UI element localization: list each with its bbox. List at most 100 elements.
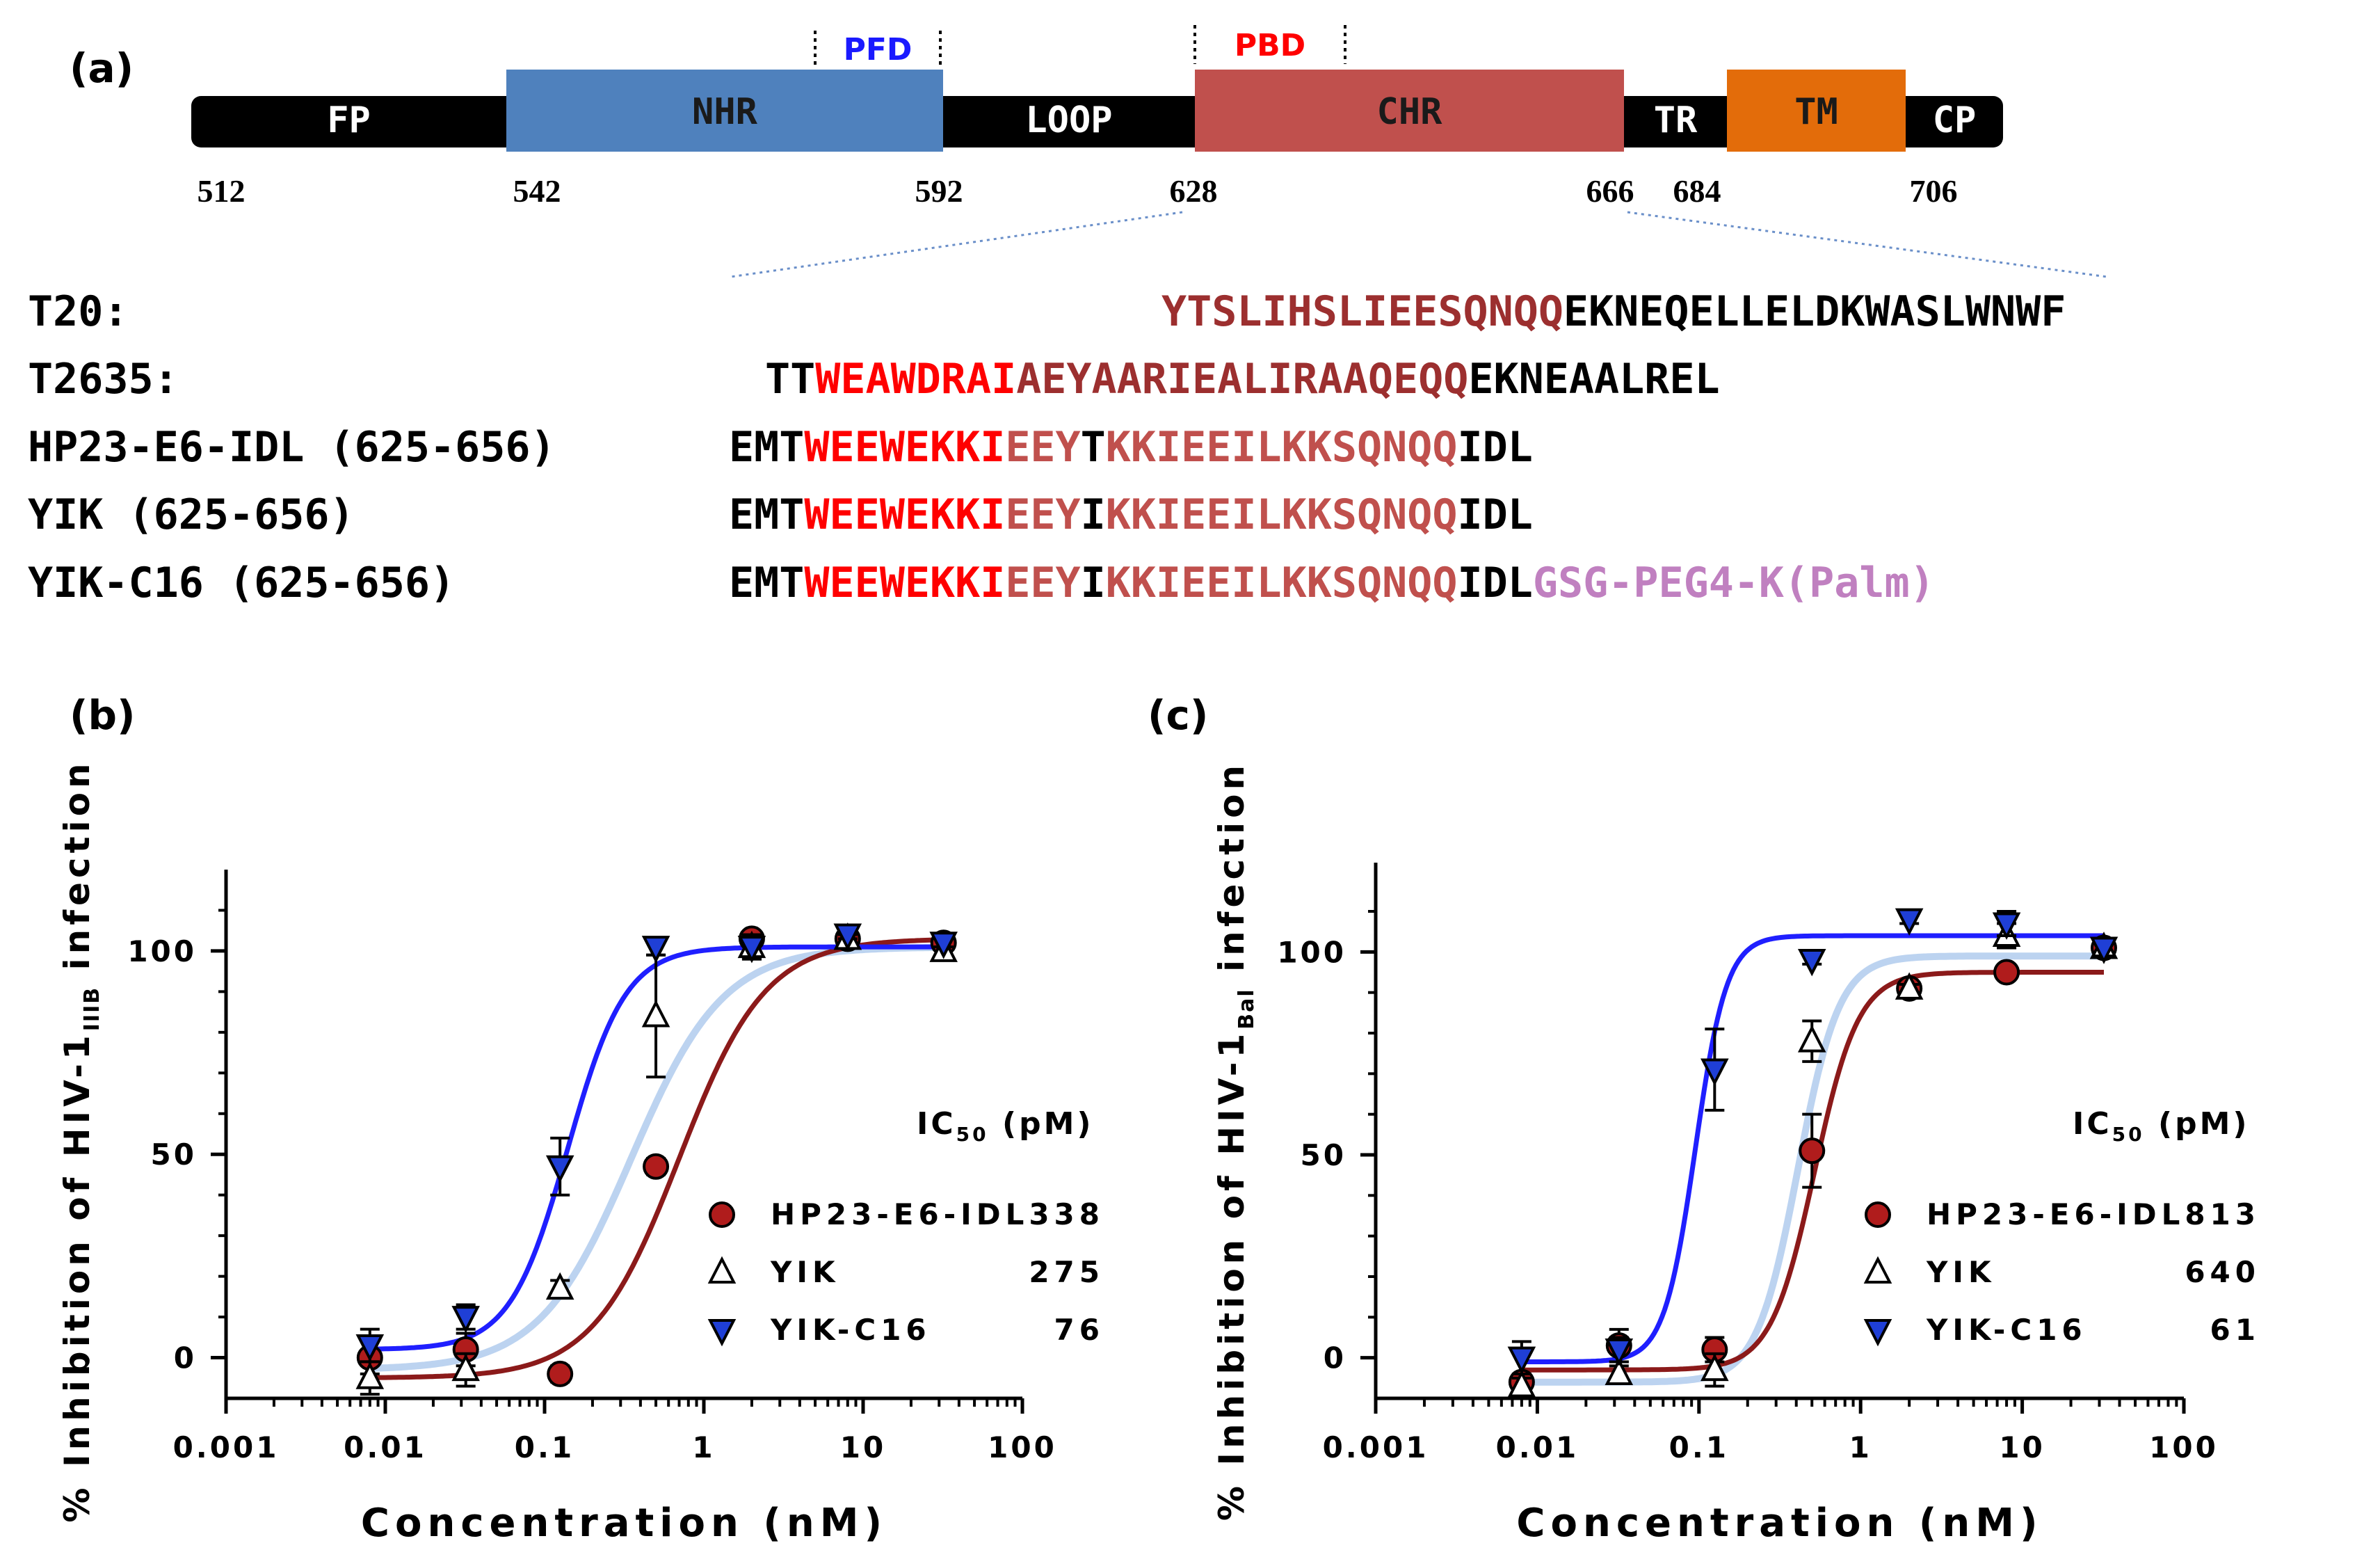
x-tick-label: 1 [692,1430,715,1464]
sequence-segment: T [1081,423,1106,472]
x-tick-label: 0.1 [515,1430,574,1464]
gp41-domain-bar: FP NHR LOOP CHR TR TM CP [191,70,2003,152]
panel-b-label: (b) [70,692,136,739]
sequence-segment: WEEWEKKI [804,423,1005,472]
domain-tm-box [1727,70,1906,152]
data-point-yik [1895,972,1924,1000]
position-label: 666 [1586,173,1634,209]
sequence-name: T2635: [28,355,179,404]
sequence-segment: KKIEEILKKSQNQQ [1106,559,1458,607]
legend-ic50: 640 [2185,1255,2260,1289]
data-point-hp23-e6-idl [1799,1137,1826,1165]
panel-a: (a) PFD PBD FP NHR LOOP CHR TR TM CP 512 542 592… [28,25,2108,607]
sequence-segment: WEEWEKKI [804,490,1005,539]
y-tick-label: 0 [1324,1341,1346,1375]
y-tick-label: 50 [1301,1138,1346,1172]
chart-b: 0.001 0.01 0.1 1 10 100 0 50 100 Concentration (n… [57,759,1104,1546]
y-axis-label: % Inhibition of HIV-1Bal infection [1212,761,1259,1521]
domain-chr-label: CHR [1377,91,1443,133]
sequence-segment: EEY [1005,423,1080,472]
data-point-hp23-e6-idl [643,1153,670,1180]
sequence-segment: EKNEAALREL [1468,355,1719,404]
legend-label: YIK [1926,1255,1996,1289]
position-label: 592 [915,173,963,209]
data-point-yik-c16 [1700,1058,1729,1086]
sequence-segment: GSG-PEG4-K(Palm) [1533,559,1935,607]
expand-line-right [1627,211,2108,278]
data-point-yik-c16 [929,932,958,959]
sequence-segment: EKNEQELLELDKWASLWNWF [1563,287,2066,336]
data-point-yik [451,1353,480,1382]
data-point-yik [1507,1370,1536,1398]
sequence-segment: EMT [729,490,804,539]
domain-tr-label: TR [1654,99,1698,141]
x-tick-label: 0.001 [1323,1430,1429,1464]
domain-nhr-label: NHR [692,91,758,133]
legend-label: HP23-E6-IDL [1927,1197,2185,1231]
sequence-name: T20: [28,287,129,336]
sequence-segment: WEEWEKKI [804,559,1005,607]
domain-tm-label: TM [1794,91,1838,133]
y-tick-label: 100 [1277,935,1346,969]
sequence-segment: KKIEEILKKSQNQQ [1106,490,1458,539]
data-point-yik-c16 [355,1334,385,1362]
y-tick-label: 50 [151,1137,197,1172]
x-tick-label: 100 [2149,1430,2219,1464]
sequence-segment: EEY [1005,559,1080,607]
data-point-yik-c16 [545,1155,574,1183]
pfd-label: PFD [844,32,912,67]
peptide-sequences: T20: YTSLIHSLIEESQNQQ EKNEQELLELDKWASLWNWF… [28,287,2066,607]
expand-line-left [730,211,1183,278]
data-point-yik-c16 [1605,1339,1634,1366]
legend-label: YIK-C16 [1926,1313,2087,1347]
legend-label: YIK-C16 [770,1313,931,1347]
data-point-yik-c16 [451,1306,480,1334]
sequence-segment: IDL [1457,559,1532,607]
position-label: 706 [1910,173,1958,209]
y-tick-label: 0 [174,1341,197,1375]
sequence-segment: TT [765,355,815,404]
legend-title: IC50 (pM) [917,1106,1093,1146]
legend-marker [707,1319,737,1347]
residue-positions: 512 542 592 628 666 684 706 [198,173,1958,209]
sequence-segment: EMT [729,559,804,607]
sequence-segment: EMT [729,423,804,472]
chart-c: 0.001 0.01 0.1 1 10 100 0 50 100 Concentration (n… [1212,761,2260,1546]
x-tick-label: 0.001 [173,1430,280,1464]
data-point-yik [1700,1353,1729,1382]
y-tick-label: 100 [127,934,197,968]
x-tick-label: 10 [840,1430,886,1464]
sequence-segment: I [1081,490,1106,539]
legend-label: HP23-E6-IDL [771,1197,1029,1231]
x-axis-label: Concentration (nM) [1516,1501,2043,1546]
sequence-segment: YTSLIHSLIEESQNQQ [1161,287,1563,336]
y-axis-label: % Inhibition of HIV-1IIIB infection [57,759,104,1522]
x-tick-label: 0.01 [344,1430,427,1464]
data-point-yik-c16 [1895,908,1924,936]
data-point-yik [355,1361,385,1389]
domain-chr-box [1195,70,1624,152]
legend-label: YIK [770,1255,840,1289]
position-label: 542 [513,173,561,209]
position-label: 512 [198,173,246,209]
x-tick-label: 0.1 [1669,1430,1729,1464]
pbd-label: PBD [1235,28,1305,63]
domain-cp-label: CP [1933,99,1977,141]
domain-nhr-box [506,70,943,152]
sequence-segment: KKIEEILKKSQNQQ [1106,423,1458,472]
legend-ic50: 813 [2185,1197,2260,1231]
panel-a-label: (a) [70,45,134,92]
legend-ic50: 275 [1029,1255,1104,1289]
position-label: 684 [1673,173,1721,209]
sequence-segment: EEY [1005,490,1080,539]
sequence-segment: I [1081,559,1106,607]
legend-marker [709,1201,735,1228]
data-point-hp23-e6-idl [1993,959,2020,986]
data-point-yik-c16 [833,923,862,951]
legend-marker [1865,1201,1891,1228]
domain-fp-label: FP [327,99,371,141]
data-point-yik [1797,1025,1826,1053]
data-point-yik-c16 [641,936,670,964]
sequence-name: YIK-C16 (625-656) [28,559,455,607]
